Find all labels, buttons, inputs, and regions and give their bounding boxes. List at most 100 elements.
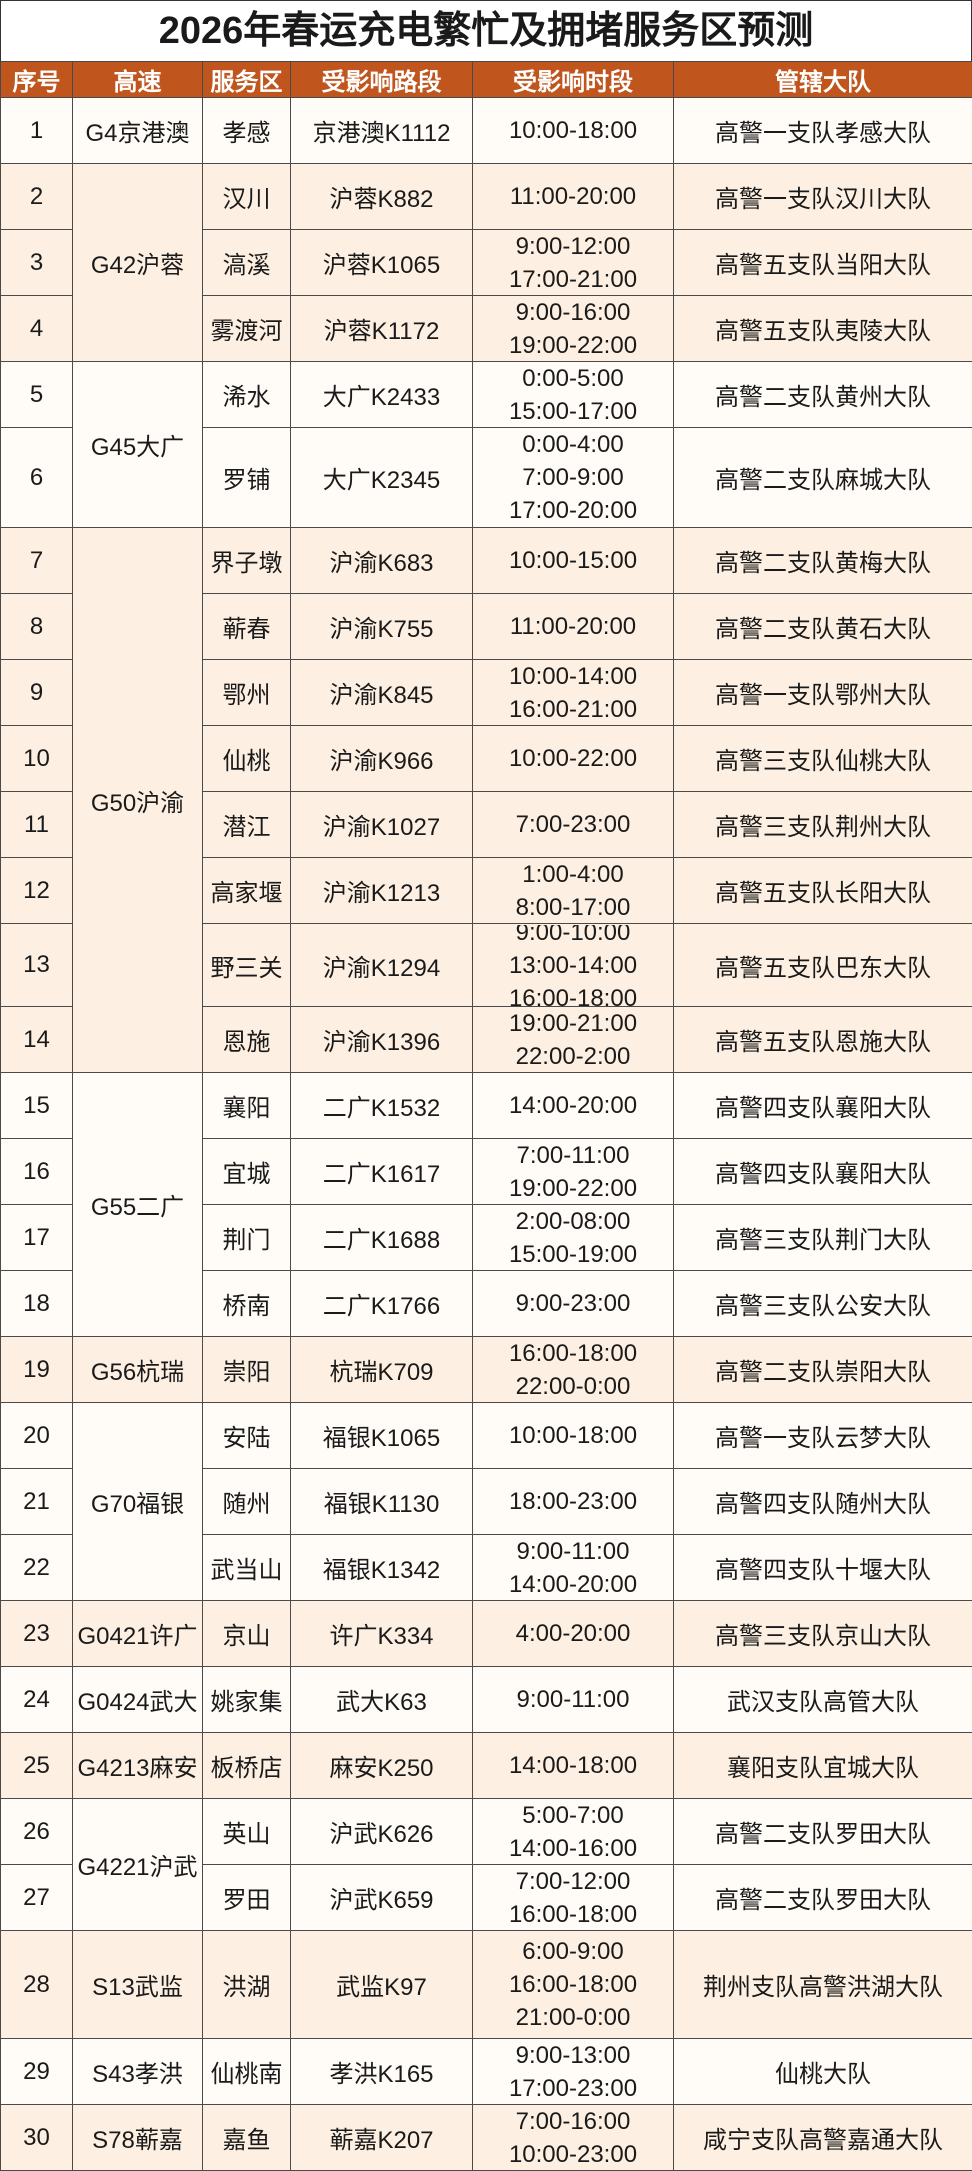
time-cell: 4:00-20:00 <box>473 1601 674 1667</box>
highway-cell: G42沪蓉 <box>73 164 203 362</box>
time-range: 9:00-10:00 <box>473 925 673 949</box>
service-area-cell: 鄂州 <box>203 660 291 726</box>
time-cell: 10:00-18:00 <box>473 98 674 164</box>
highway-cell: G4213麻安 <box>73 1733 203 1799</box>
time-range: 10:00-18:00 <box>473 1419 673 1452</box>
header-section: 受影响路段 <box>291 62 473 98</box>
time-cell: 10:00-15:00 <box>473 528 674 594</box>
row-number: 21 <box>1 1469 73 1535</box>
time-range: 7:00-23:00 <box>473 808 673 841</box>
time-range: 5:00-7:00 <box>473 1800 673 1832</box>
time-range: 10:00-23:00 <box>473 2138 673 2170</box>
service-area-cell: 仙桃 <box>203 726 291 792</box>
time-range: 10:00-15:00 <box>473 544 673 577</box>
unit-cell: 高警二支队麻城大队 <box>674 428 972 528</box>
row-number: 25 <box>1 1733 73 1799</box>
row-number: 8 <box>1 594 73 660</box>
time-cell: 7:00-23:00 <box>473 792 674 858</box>
row-number: 29 <box>1 2039 73 2105</box>
unit-cell: 高警三支队仙桃大队 <box>674 726 972 792</box>
section-cell: 杭瑞K709 <box>291 1337 473 1403</box>
time-range: 14:00-20:00 <box>473 1568 673 1600</box>
service-area-cell: 荆门 <box>203 1205 291 1271</box>
unit-cell: 高警四支队襄阳大队 <box>674 1139 972 1205</box>
time-range: 2:00-08:00 <box>473 1206 673 1238</box>
time-range: 16:00-18:00 <box>473 1898 673 1930</box>
time-range: 7:00-9:00 <box>473 461 673 494</box>
row-number: 5 <box>1 362 73 428</box>
section-cell: 武监K97 <box>291 1931 473 2039</box>
page-title: 2026年春运充电繁忙及拥堵服务区预测 <box>0 0 972 61</box>
row-number: 3 <box>1 230 73 296</box>
service-area-cell: 洪湖 <box>203 1931 291 2039</box>
section-cell: 二广K1617 <box>291 1139 473 1205</box>
time-range: 18:00-23:00 <box>473 1485 673 1518</box>
row-number: 19 <box>1 1337 73 1403</box>
time-range: 7:00-12:00 <box>473 1866 673 1898</box>
time-range: 15:00-19:00 <box>473 1238 673 1270</box>
highway-cell: G50沪渝 <box>73 528 203 1073</box>
time-range: 14:00-18:00 <box>473 1749 673 1782</box>
row-number: 4 <box>1 296 73 362</box>
unit-cell: 高警五支队恩施大队 <box>674 1007 972 1073</box>
section-cell: 沪渝K966 <box>291 726 473 792</box>
row-number: 27 <box>1 1865 73 1931</box>
row-number: 10 <box>1 726 73 792</box>
highway-cell: G4221沪武 <box>73 1799 203 1931</box>
service-area-cell: 英山 <box>203 1799 291 1865</box>
time-cell: 11:00-20:00 <box>473 164 674 230</box>
section-cell: 二广K1688 <box>291 1205 473 1271</box>
time-range: 16:00-18:00 <box>473 982 673 1006</box>
unit-cell: 高警二支队黄梅大队 <box>674 528 972 594</box>
unit-cell: 高警一支队孝感大队 <box>674 98 972 164</box>
row-number: 11 <box>1 792 73 858</box>
row-number: 17 <box>1 1205 73 1271</box>
service-area-cell: 京山 <box>203 1601 291 1667</box>
unit-cell: 高警三支队荆州大队 <box>674 792 972 858</box>
header-no: 序号 <box>1 62 73 98</box>
section-cell: 沪蓉K882 <box>291 164 473 230</box>
row-number: 6 <box>1 428 73 528</box>
service-area-cell: 板桥店 <box>203 1733 291 1799</box>
time-range: 19:00-21:00 <box>473 1008 673 1040</box>
section-cell: 二广K1532 <box>291 1073 473 1139</box>
service-area-cell: 野三关 <box>203 924 291 1007</box>
service-area-cell: 雾渡河 <box>203 296 291 362</box>
unit-cell: 荆州支队高警洪湖大队 <box>674 1931 972 2039</box>
service-area-cell: 界子墩 <box>203 528 291 594</box>
service-area-cell: 仙桃南 <box>203 2039 291 2105</box>
time-range: 17:00-23:00 <box>473 2072 673 2104</box>
unit-cell: 高警二支队崇阳大队 <box>674 1337 972 1403</box>
service-area-cell: 恩施 <box>203 1007 291 1073</box>
time-cell: 14:00-18:00 <box>473 1733 674 1799</box>
service-area-cell: 蕲春 <box>203 594 291 660</box>
service-area-cell: 孝感 <box>203 98 291 164</box>
section-cell: 沪武K626 <box>291 1799 473 1865</box>
section-cell: 沪渝K1213 <box>291 858 473 924</box>
row-number: 28 <box>1 1931 73 2039</box>
row-number: 7 <box>1 528 73 594</box>
unit-cell: 高警五支队长阳大队 <box>674 858 972 924</box>
time-range: 14:00-16:00 <box>473 1832 673 1864</box>
row-number: 15 <box>1 1073 73 1139</box>
section-cell: 武大K63 <box>291 1667 473 1733</box>
time-range: 10:00-22:00 <box>473 742 673 775</box>
section-cell: 沪渝K1027 <box>291 792 473 858</box>
service-area-cell: 滈溪 <box>203 230 291 296</box>
section-cell: 沪蓉K1172 <box>291 296 473 362</box>
time-range: 0:00-4:00 <box>473 429 673 462</box>
time-range: 6:00-9:00 <box>473 1935 673 1968</box>
highway-cell: G0424武大 <box>73 1667 203 1733</box>
unit-cell: 高警五支队当阳大队 <box>674 230 972 296</box>
